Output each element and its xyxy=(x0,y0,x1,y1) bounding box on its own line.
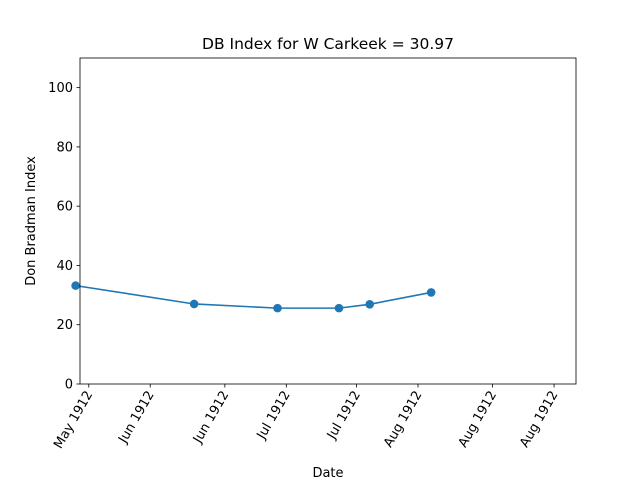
x-tick-label: Jul 1912 xyxy=(254,389,294,443)
data-point xyxy=(273,303,282,313)
y-axis-label: Don Bradman Index xyxy=(24,156,39,286)
y-tick-label: 100 xyxy=(48,81,73,96)
plot-area: 0 20 40 60 80 100 May 1912 Jun 1912 Jun 1912 Jul … xyxy=(48,57,577,452)
data-point xyxy=(189,299,199,309)
x-tick-label: Jul 1912 xyxy=(324,389,364,443)
x-tick-label: Aug 1912 xyxy=(517,389,561,451)
data-point xyxy=(365,299,374,309)
x-axis-label: Date xyxy=(312,466,343,480)
x-tick-label: May 1912 xyxy=(51,389,96,452)
x-tick-label: Jun 1912 xyxy=(190,389,232,447)
x-tick-label: Aug 1912 xyxy=(381,389,425,451)
series-line xyxy=(75,284,432,309)
y-tick-label: 60 xyxy=(56,200,73,215)
chart-title: DB Index for W Carkeek = 30.97 xyxy=(202,35,454,53)
data-point xyxy=(71,281,80,290)
y-tick-label: 0 xyxy=(65,378,73,393)
y-tick-label: 20 xyxy=(56,318,73,333)
data-point xyxy=(426,288,436,297)
x-tick-label: Jun 1912 xyxy=(115,389,157,447)
y-tick-label: 40 xyxy=(56,259,73,274)
y-tick-label: 80 xyxy=(56,140,73,155)
axes-frame xyxy=(79,57,577,385)
x-tick-label: Aug 1912 xyxy=(456,389,500,451)
data-point xyxy=(334,303,344,313)
